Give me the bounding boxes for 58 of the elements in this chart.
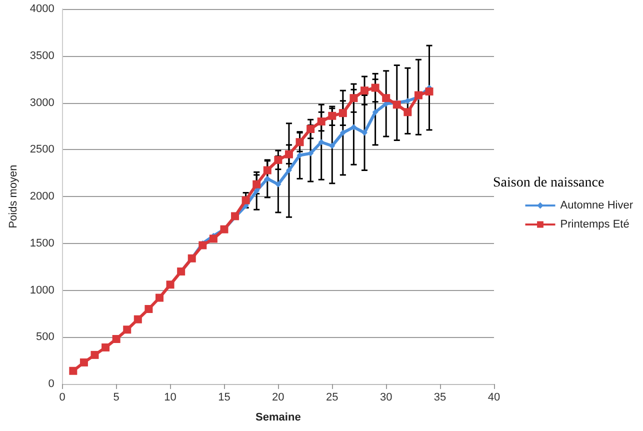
legend-label: Automne Hiver [560,200,634,212]
point [328,112,336,120]
point [90,350,99,359]
point [382,94,390,102]
point [80,358,88,366]
y-tick-label: 0 [48,378,54,390]
point [340,130,346,136]
point [112,335,120,343]
x-tick-label: 40 [488,392,500,404]
point [252,180,261,188]
point [372,109,378,116]
point [338,109,347,118]
y-tick-label: 500 [36,331,54,344]
point [404,108,412,116]
point [296,138,304,146]
point [134,315,142,324]
x-axis-title: Semaine [256,412,301,424]
point [318,139,324,146]
x-tick-label: 35 [434,392,446,404]
y-tick-label: 3500 [30,50,54,62]
point [155,294,164,302]
point [362,130,368,136]
point [371,84,380,92]
y-tick-label: 1000 [30,284,54,296]
point [209,234,218,243]
point [69,366,78,375]
point [166,280,174,289]
x-tick-label: 15 [218,392,230,404]
y-axis-title: Poids moyen [8,164,20,228]
point [242,196,250,204]
point [275,181,282,188]
x-tick-label: 5 [113,392,120,404]
x-tick-label: 20 [272,392,284,404]
legend-title: Saison de naissance [493,176,604,190]
x-tick-label: 10 [164,392,176,404]
point [350,124,357,130]
y-tick-label: 2000 [30,190,54,202]
y-tick-label: 4000 [30,3,54,15]
point [350,94,358,102]
point [102,343,110,352]
y-tick-label: 1500 [30,237,54,250]
point [425,88,434,96]
point [329,142,336,149]
y-tick-label: 2500 [30,144,54,156]
point [123,326,132,334]
y-tick-label: 3000 [30,96,54,109]
point [198,241,207,250]
point [286,167,292,174]
point [414,91,422,100]
legend-label: Printemps Eté [560,218,630,230]
point [317,118,326,126]
x-tick-label: 0 [59,392,66,404]
x-tick-label: 25 [326,392,338,404]
point [392,100,401,109]
point [263,166,272,174]
x-tick-label: 30 [380,392,392,404]
point [144,305,153,313]
point [284,150,293,158]
